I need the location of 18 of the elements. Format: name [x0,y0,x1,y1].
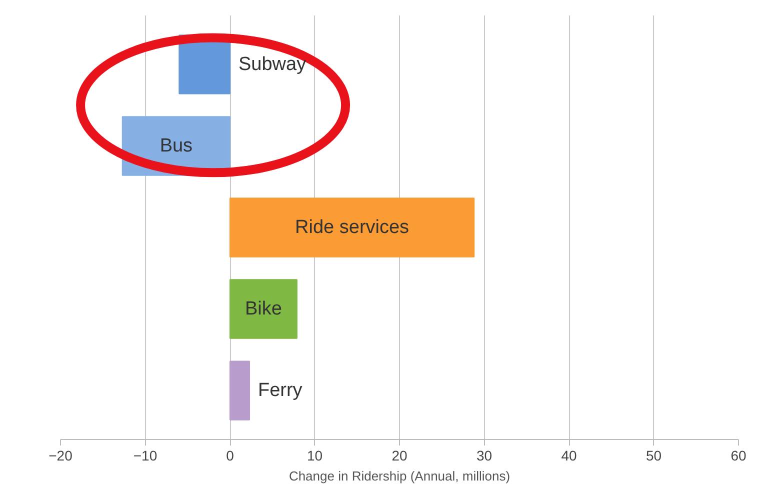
y-tick-label: Ferry [258,380,303,402]
x-tick-label: −10 [133,448,158,464]
y-tick-label: Ride services [295,217,410,238]
y-tick-label: Bus [160,135,193,156]
x-tick-label: 60 [730,448,746,464]
bar [230,360,250,420]
bar [230,198,475,258]
x-tick-label: 50 [646,448,662,464]
x-tick-label: 30 [476,448,492,464]
bar [230,279,298,339]
x-tick-label: 10 [306,448,323,464]
x-axis-title: Change in Ridership (Annual, millions) [288,468,510,484]
y-tick-label: Subway [238,54,307,75]
x-tick-label: 40 [561,448,577,464]
y-tick-label: Bike [244,298,282,320]
x-tick-label: −20 [48,448,73,464]
x-tick-label: 0 [226,448,234,464]
x-tick-label: 20 [392,448,408,464]
